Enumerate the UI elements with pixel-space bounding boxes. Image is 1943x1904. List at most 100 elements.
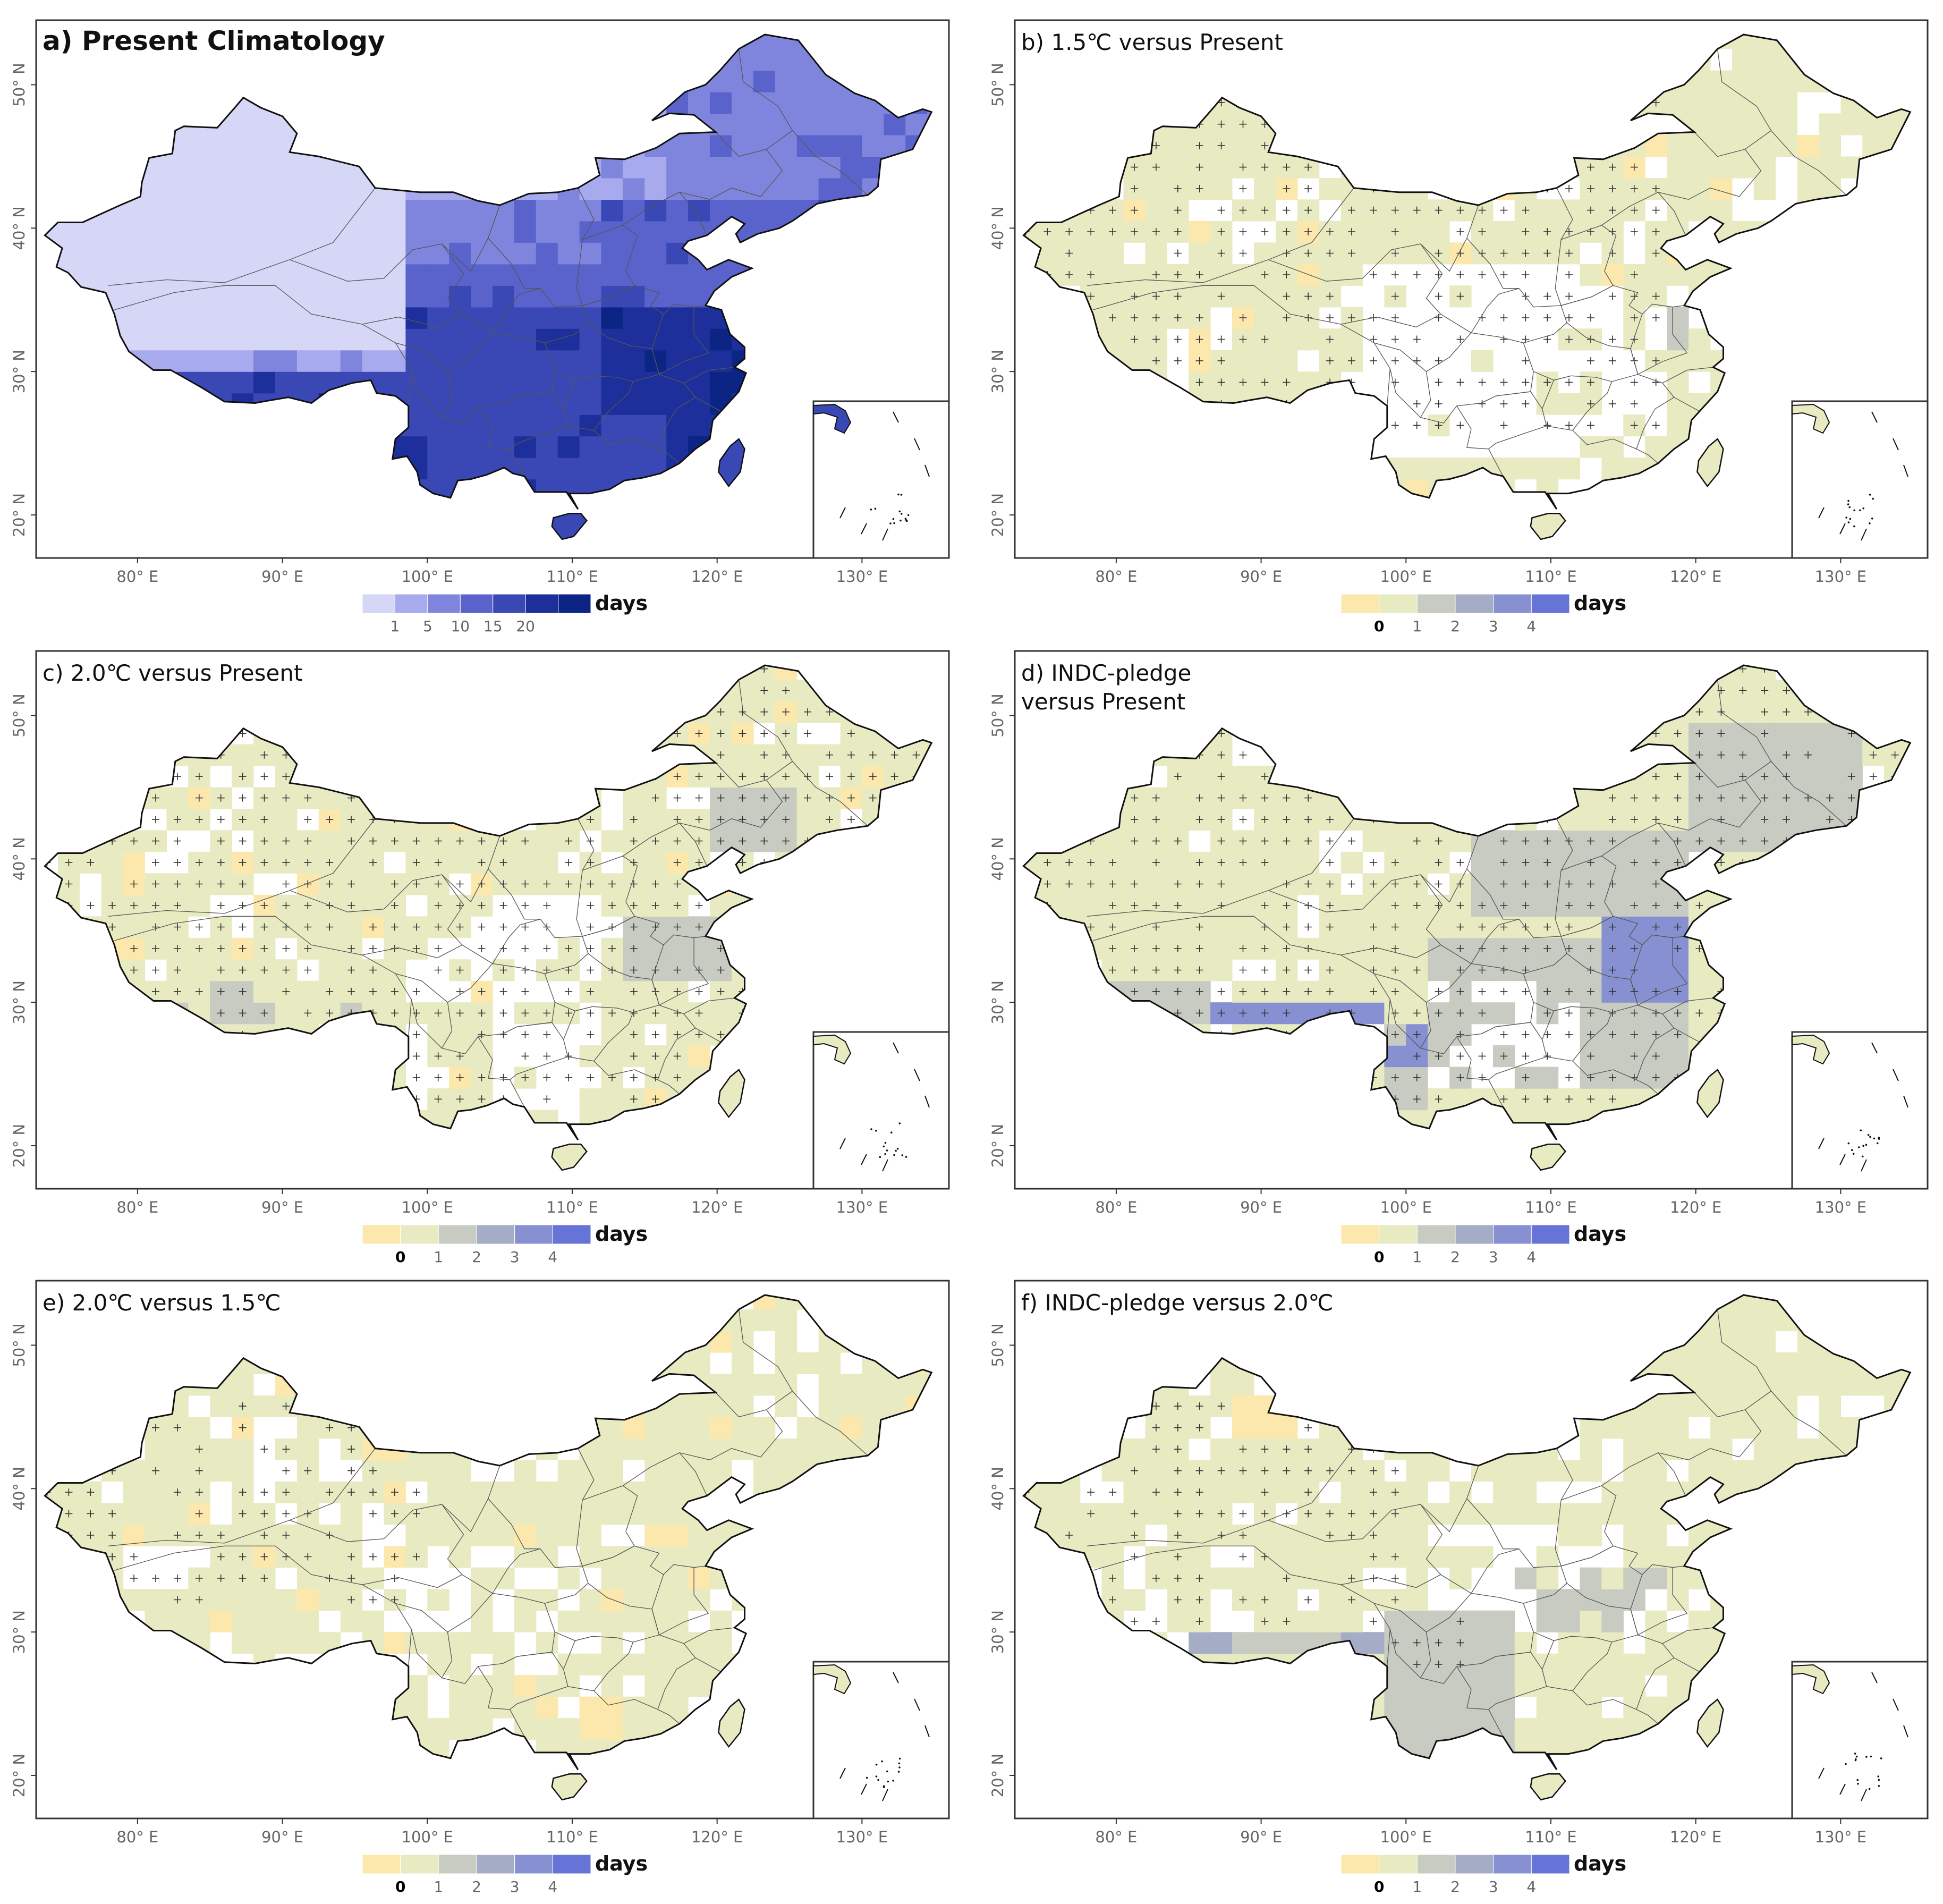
hatch-mark [1348,206,1355,214]
grid-cell [775,70,797,92]
grid-cell [623,350,645,372]
island-dot [896,1147,899,1150]
hatch-mark [847,730,855,738]
hatch-mark [326,923,334,931]
hatch-mark [1565,378,1573,386]
hatch-mark [1565,228,1573,236]
grid-cell [1406,221,1428,243]
province-line [1717,48,1772,131]
hatch-mark [673,730,681,738]
inset-coast [813,1034,852,1065]
grid-cell [601,199,623,222]
grid-cell [493,221,515,243]
legend-label: 15 [483,617,503,635]
hatch-mark [521,945,529,952]
grid-cell [253,221,276,243]
hatch-mark [760,794,768,802]
province-line [657,374,696,450]
hatch-mark [608,902,616,909]
grid-cell [1340,851,1363,874]
lat-tick-label: 30° N [10,980,28,1024]
hatch-mark [565,1073,573,1081]
hatch-mark [326,859,334,867]
grid-cell [340,328,363,351]
hatch-mark [630,987,638,995]
hatch-mark [630,966,638,974]
grid-cell [1580,436,1602,458]
hatch-mark [1304,987,1312,995]
grid-cell [1732,156,1754,179]
grid-cell [1667,307,1689,329]
hatch-mark [1348,228,1355,236]
hatch-mark [1283,1009,1291,1017]
hatch-mark [760,708,768,716]
grid-cell [644,285,667,308]
hatch-mark [1326,966,1334,974]
grid-cell [796,113,819,136]
lon-tick-label: 130° E [1815,568,1866,586]
grid-cell [188,134,210,157]
grid-cell [1319,937,1342,960]
grid-cell [427,414,449,437]
grid-cell [405,328,428,351]
grid-cell [296,264,319,286]
grid-cell [623,458,645,480]
hatch-mark [673,1073,681,1081]
hatch-mark [1174,249,1182,257]
hatch-mark [130,902,138,909]
grid-cell [232,113,254,136]
grid-cell [601,264,623,286]
grid-cell [210,242,232,265]
hatch-mark [434,1052,442,1060]
hatch-mark [173,859,181,867]
hatch-mark [1391,421,1399,429]
hatch-mark [1261,228,1269,236]
hatch-mark [695,859,703,867]
grid-cell [210,134,232,157]
grid-cell [623,414,645,437]
hatch-mark [1391,292,1399,300]
hatch-mark [1283,185,1291,193]
grid-cell [318,830,341,852]
grid-cell [232,134,254,157]
grid-cell [1167,134,1189,157]
province-line [651,937,709,1006]
lat-tick-label: 40° N [10,837,28,881]
grid-cell [188,328,210,351]
hatch-mark [456,966,464,974]
hatch-mark [1369,880,1377,888]
grid-cell [296,328,319,351]
grid-cell [101,873,124,895]
legend-label: 1 [1412,617,1422,635]
grid-cell [688,156,710,179]
hatch-mark [456,1073,464,1081]
hatch-mark [1608,206,1616,214]
grid-cell [1645,264,1667,286]
grid-cell [210,307,232,329]
hatch-mark [152,880,159,888]
inset-coast [1792,403,1830,434]
grid-cell [710,156,732,179]
hatch-mark [1065,271,1073,278]
hatch-mark [1152,163,1160,171]
hatch-mark [673,987,681,995]
lon-tick-label: 100° E [402,1198,453,1216]
hatch-mark [717,794,725,802]
legend-label: 0 [395,1248,405,1266]
hatch-mark [739,730,746,738]
province-line [488,835,540,920]
grid-cell [514,414,537,437]
grid-cell [188,307,210,329]
grid-cell [275,307,298,329]
hatch-mark [1435,206,1443,214]
grid-cell [623,393,645,415]
grid-cell [1058,894,1081,917]
hatch-mark [1195,880,1203,888]
legend-swatch [427,594,461,614]
hatch-mark [1261,206,1269,214]
grid-cell [536,328,558,351]
grid-cell [1689,328,1711,351]
lat-tick-label: 40° N [10,206,28,250]
hatch-mark [587,945,595,952]
hatch-mark [890,751,898,759]
